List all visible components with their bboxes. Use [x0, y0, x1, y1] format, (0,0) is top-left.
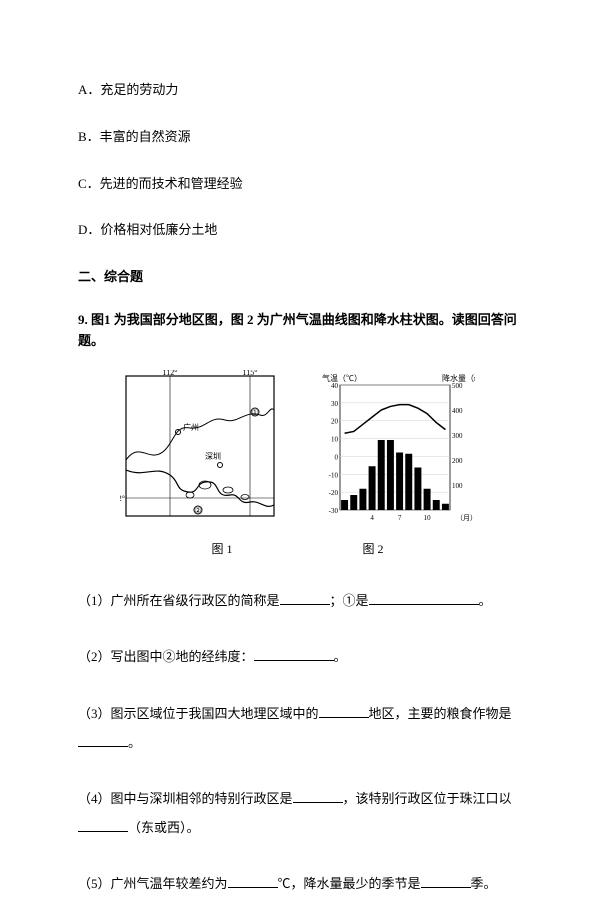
caption-row: 图 1 图 2	[78, 540, 517, 559]
svg-text:（月）: （月）	[456, 514, 475, 522]
map-city2: 深圳	[205, 451, 221, 461]
svg-text:-20: -20	[329, 489, 339, 497]
blank-1a[interactable]	[280, 590, 330, 605]
blank-4b[interactable]	[78, 817, 128, 832]
svg-text:20: 20	[331, 417, 339, 425]
blank-3b[interactable]	[78, 732, 128, 747]
q9-3-c: 。	[128, 735, 141, 750]
q9-3-a: （3）图示区域位于我国四大地理区域中的	[78, 706, 319, 721]
fig2-caption: 图 2	[363, 540, 384, 559]
blank-2[interactable]	[254, 646, 334, 661]
option-d: D．价格相对低廉分土地	[78, 220, 517, 241]
q9-2: （2）写出图中②地的经纬度： 。	[78, 643, 517, 672]
blank-4a[interactable]	[293, 788, 343, 803]
blank-5b[interactable]	[421, 873, 471, 888]
q9-1-c: 。	[479, 593, 492, 608]
lon-left: 112°	[163, 370, 178, 377]
q9-2-a: （2）写出图中②地的经纬度：	[78, 649, 254, 664]
q9-4-b: ，该特别行政区位于珠江口以	[343, 791, 512, 806]
q9-4-c: （东或西）。	[128, 820, 200, 835]
svg-text:7: 7	[398, 514, 402, 522]
climate-chart: 气温（℃）降水量（mm）-30-20-100102030401002003004…	[310, 370, 475, 530]
svg-text:40: 40	[331, 382, 339, 390]
option-c: C．先进的而技术和管理经验	[78, 174, 517, 195]
map-circ2: ②	[194, 506, 201, 515]
option-a: A．充足的劳动力	[78, 80, 517, 101]
blank-5a[interactable]	[228, 873, 278, 888]
q9-3-b: 地区，主要的粮食作物是	[369, 706, 512, 721]
svg-text:-10: -10	[329, 471, 339, 479]
svg-text:400: 400	[452, 407, 463, 415]
q9-2-b: 。	[334, 649, 347, 664]
q9-5: （5）广州气温年较差约为 ℃，降水量最少的季节是 季。	[78, 870, 517, 899]
map-city1: 广州	[183, 422, 199, 432]
figures-row: 112° 115° 22° 广州 深圳 ① ② 气温（℃）降水量（mm）-30-…	[78, 370, 517, 530]
blank-1b[interactable]	[369, 590, 479, 605]
q9-3: （3）图示区域位于我国四大地理区域中的 地区，主要的粮食作物是。	[78, 700, 517, 757]
q9-intro: 9. 图1 为我国部分地区图，图 2 为广州气温曲线图和降水柱状图。读图回答问题…	[78, 310, 517, 352]
svg-text:10: 10	[331, 435, 339, 443]
q9-4: （4）图中与深圳相邻的特别行政区是 ，该特别行政区位于珠江口以 （东或西）。	[78, 785, 517, 842]
q9-1-a: （1）广州所在省级行政区的简称是	[78, 593, 280, 608]
lat-label: 22°	[120, 494, 125, 503]
svg-text:10: 10	[424, 514, 432, 522]
option-b: B．丰富的自然资源	[78, 127, 517, 148]
q9-5-b: ℃，降水量最少的季节是	[278, 876, 421, 891]
svg-text:500: 500	[452, 382, 463, 390]
svg-text:-30: -30	[329, 507, 339, 515]
lon-right: 115°	[243, 370, 258, 377]
svg-text:气温（℃）: 气温（℃）	[322, 373, 362, 383]
map-circ1: ①	[251, 408, 258, 417]
svg-text:200: 200	[452, 457, 463, 465]
map-figure: 112° 115° 22° 广州 深圳 ① ②	[120, 370, 280, 530]
fig1-caption: 图 1	[211, 540, 232, 559]
q9-1: （1）广州所在省级行政区的简称是 ；①是 。	[78, 587, 517, 616]
blank-3a[interactable]	[319, 703, 369, 718]
q9-5-c: 季。	[471, 876, 497, 891]
q9-4-a: （4）图中与深圳相邻的特别行政区是	[78, 791, 293, 806]
svg-text:4: 4	[370, 514, 374, 522]
svg-text:0: 0	[335, 453, 339, 461]
svg-text:30: 30	[331, 399, 339, 407]
svg-text:100: 100	[452, 482, 463, 490]
section-title: 二、综合题	[78, 267, 517, 288]
svg-text:300: 300	[452, 432, 463, 440]
q9-1-b: ；①是	[330, 593, 369, 608]
q9-5-a: （5）广州气温年较差约为	[78, 876, 228, 891]
